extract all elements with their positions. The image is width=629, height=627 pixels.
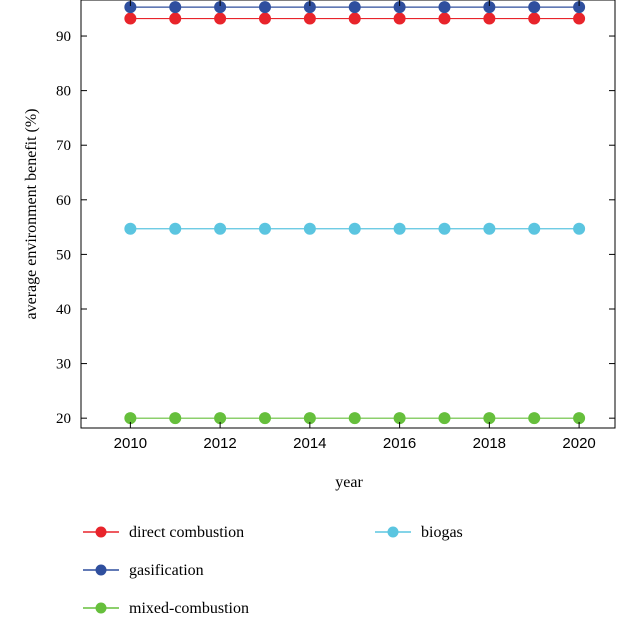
data-point bbox=[393, 222, 406, 235]
data-point bbox=[124, 412, 137, 425]
data-point bbox=[393, 412, 406, 425]
data-point bbox=[258, 1, 271, 14]
data-point bbox=[169, 1, 182, 14]
y-tick-label: 60 bbox=[56, 193, 71, 209]
data-point bbox=[573, 12, 586, 25]
data-point bbox=[528, 12, 541, 25]
x-tick-label: 2020 bbox=[562, 435, 595, 452]
x-axis-label: year bbox=[335, 474, 363, 491]
legend-item: biogas bbox=[375, 524, 463, 541]
y-tick-label: 40 bbox=[56, 302, 71, 318]
data-point bbox=[348, 12, 361, 25]
data-layer bbox=[124, 1, 586, 425]
x-tick-label: 2012 bbox=[203, 435, 236, 452]
x-tick-label: 2018 bbox=[473, 435, 506, 452]
series-gasification bbox=[124, 1, 586, 14]
data-point bbox=[258, 222, 271, 235]
data-point bbox=[528, 222, 541, 235]
legend: direct combustion gasification mixed-combu… bbox=[83, 524, 463, 617]
data-point bbox=[169, 412, 182, 425]
y-tick-label: 50 bbox=[56, 247, 71, 263]
data-point bbox=[214, 412, 227, 425]
data-point bbox=[348, 412, 361, 425]
data-point bbox=[393, 12, 406, 25]
data-point bbox=[169, 222, 182, 235]
data-point bbox=[438, 12, 451, 25]
data-point bbox=[303, 1, 316, 14]
data-point bbox=[573, 1, 586, 14]
legend-marker bbox=[95, 564, 107, 576]
plot-frame bbox=[80, 0, 616, 429]
y-tick-label: 80 bbox=[56, 84, 71, 100]
data-point bbox=[438, 412, 451, 425]
data-point bbox=[393, 1, 406, 14]
legend-label: mixed-combustion bbox=[129, 600, 249, 617]
data-point bbox=[214, 222, 227, 235]
data-point bbox=[348, 1, 361, 14]
legend-label: direct combustion bbox=[129, 524, 244, 541]
data-point bbox=[258, 12, 271, 25]
series-direct-combustion bbox=[124, 12, 586, 25]
data-point bbox=[573, 412, 586, 425]
data-point bbox=[483, 412, 496, 425]
data-point bbox=[214, 1, 227, 14]
x-tick-label: 2010 bbox=[114, 435, 147, 452]
data-point bbox=[483, 12, 496, 25]
legend-item: gasification bbox=[83, 562, 204, 579]
data-point bbox=[438, 1, 451, 14]
legend-label: gasification bbox=[129, 562, 204, 579]
x-tick-label: 2016 bbox=[383, 435, 416, 452]
data-point bbox=[214, 12, 227, 25]
data-point bbox=[528, 1, 541, 14]
legend-marker bbox=[95, 526, 107, 538]
data-point bbox=[528, 412, 541, 425]
y-axis-label: average environment benefit (%) bbox=[23, 108, 40, 319]
data-point bbox=[483, 222, 496, 235]
data-point bbox=[348, 222, 361, 235]
legend-item: mixed-combustion bbox=[83, 600, 249, 617]
plot-area bbox=[80, 0, 616, 429]
legend-item: direct combustion bbox=[83, 524, 244, 541]
data-point bbox=[258, 412, 271, 425]
y-tick-label: 90 bbox=[56, 29, 71, 45]
data-point bbox=[124, 12, 137, 25]
data-point bbox=[124, 1, 137, 14]
series-mixed-combustion bbox=[124, 412, 586, 425]
data-point bbox=[573, 222, 586, 235]
x-tick-label: 2014 bbox=[293, 435, 326, 452]
data-point bbox=[303, 412, 316, 425]
legend-marker bbox=[387, 526, 399, 538]
data-point bbox=[169, 12, 182, 25]
data-point bbox=[124, 222, 137, 235]
legend-marker bbox=[95, 602, 107, 614]
y-tick-label: 70 bbox=[56, 138, 71, 154]
data-point bbox=[303, 222, 316, 235]
data-point bbox=[303, 12, 316, 25]
data-point bbox=[483, 1, 496, 14]
legend-label: biogas bbox=[421, 524, 463, 541]
y-tick-label: 20 bbox=[56, 411, 71, 427]
data-point bbox=[438, 222, 451, 235]
y-tick-label: 30 bbox=[56, 357, 71, 373]
series-biogas bbox=[124, 222, 586, 235]
